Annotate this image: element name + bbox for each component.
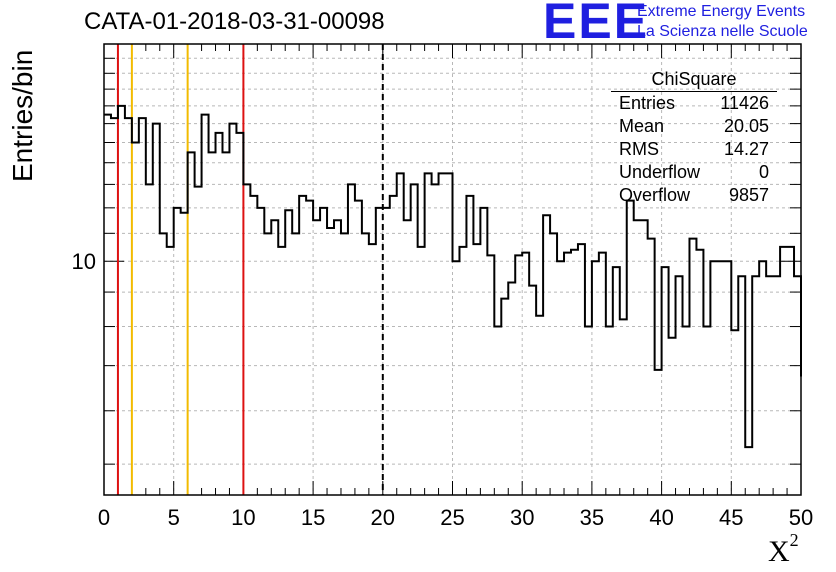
- stats-row: Underflow 0: [611, 161, 777, 184]
- stats-title: ChiSquare: [611, 69, 777, 92]
- stats-value: 20.05: [723, 116, 769, 136]
- x-tick-label: 5: [168, 505, 180, 530]
- stats-label: Underflow: [619, 162, 701, 182]
- logo-text-line1: Extreme Energy Events: [637, 3, 806, 20]
- eee-logo: EEE: [543, 0, 650, 49]
- x-tick-label: 45: [719, 505, 743, 530]
- x-axis-label: X2: [768, 530, 799, 568]
- plot-area: [104, 44, 801, 495]
- stats-row: Entries 11426: [611, 92, 777, 115]
- x-tick-label: 50: [789, 505, 813, 530]
- stats-value: 14.27: [723, 139, 769, 159]
- x-tick-label: 35: [580, 505, 604, 530]
- stats-label: Entries: [619, 93, 676, 113]
- x-tick-label: 40: [649, 505, 673, 530]
- stats-label: Mean: [619, 116, 665, 136]
- stats-row: Mean 20.05: [611, 115, 777, 138]
- stats-label: Overflow: [619, 185, 691, 205]
- x-tick-label: 15: [301, 505, 325, 530]
- stats-label: RMS: [619, 139, 659, 159]
- stats-value: 11426: [720, 93, 769, 113]
- x-tick-label: 25: [440, 505, 464, 530]
- chart-title: CATA-01-2018-03-31-00098: [84, 8, 385, 35]
- y-axis-label: Entries/bin: [7, 49, 38, 182]
- x-tick-label: 20: [371, 505, 395, 530]
- x-tick-label: 30: [510, 505, 534, 530]
- y-tick-label: 10: [72, 249, 96, 274]
- histogram-series: [104, 104, 802, 449]
- logo-text-line2: La Scienza nelle Scuole: [637, 23, 808, 40]
- x-tick-label: 10: [231, 505, 255, 530]
- plot-frame: [103, 43, 802, 496]
- stats-row: Overflow 9857: [611, 184, 777, 207]
- x-tick-label: 0: [98, 505, 110, 530]
- stats-value: 9857: [728, 185, 769, 205]
- stats-row: RMS 14.27: [611, 138, 777, 161]
- stats-box: ChiSquare Entries 11426 Mean 20.05 RMS 1…: [611, 69, 777, 207]
- stats-value: 0: [758, 162, 769, 182]
